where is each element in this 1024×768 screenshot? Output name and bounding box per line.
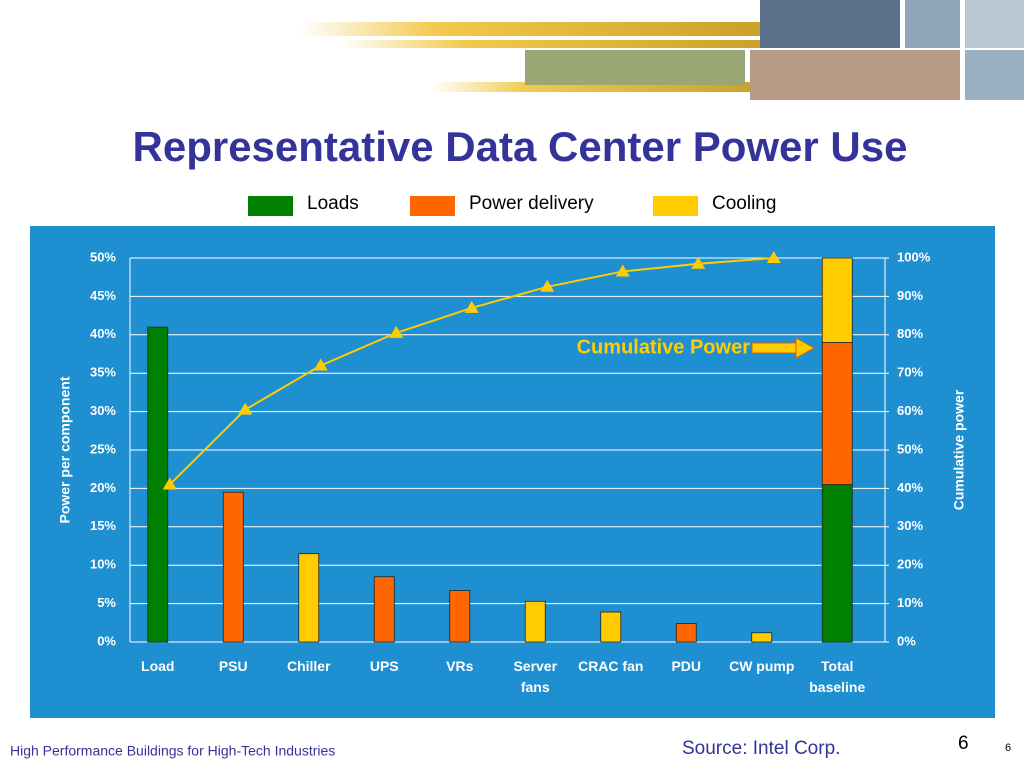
cumulative-marker (540, 279, 555, 292)
legend-swatch (248, 196, 293, 216)
slide-number: 6 (958, 733, 969, 754)
y2-tick-label: 90% (897, 288, 923, 303)
x-tick-label: CRAC fan (578, 658, 644, 674)
y-tick-label: 20% (90, 480, 116, 495)
chart-title: Representative Data Center Power Use (133, 123, 908, 170)
x-tick-label: Chiller (286, 658, 331, 674)
y2-tick-label: 70% (897, 365, 923, 380)
y-tick-label: 10% (90, 557, 116, 572)
x-tick-label: PSU (218, 658, 248, 674)
annotation: Cumulative Power (577, 336, 751, 358)
cumulative-marker (615, 264, 630, 277)
page-number: 6 (1005, 742, 1011, 754)
legend-label: Cooling (712, 193, 776, 214)
bar (751, 632, 773, 643)
y2-tick-label: 0% (897, 633, 916, 648)
x-tick-label: CW pump (729, 658, 795, 674)
legend-swatch (410, 196, 455, 216)
x-tick-label: VRs (446, 658, 474, 674)
source: Source: Intel Corp. (682, 738, 840, 759)
y2-tick-label: 80% (897, 326, 923, 341)
cumulative-marker (238, 402, 253, 415)
cumulative-marker (691, 256, 706, 269)
y-tick-label: 35% (90, 365, 116, 380)
y-tick-label: 25% (90, 441, 116, 456)
y2-tick-label: 100% (897, 249, 931, 264)
bar (373, 576, 395, 643)
y2-tick-label: 50% (897, 441, 923, 456)
x-tick-label: Load (141, 658, 175, 674)
x-tick-label: UPS (369, 658, 399, 674)
cumulative-marker (162, 477, 177, 490)
cumulative-marker (389, 325, 404, 338)
y-tick-label: 0% (97, 633, 116, 648)
y2-tick-label: 60% (897, 403, 923, 418)
y-axis-label: Power per component (57, 376, 73, 523)
bar (524, 600, 546, 643)
bar (222, 491, 244, 643)
y2-tick-label: 40% (897, 480, 923, 495)
stacked-bar-segment (821, 257, 853, 343)
cumulative-marker (766, 251, 781, 263)
y2-tick-label: 10% (897, 595, 923, 610)
x-tick-label: PDU (671, 658, 702, 674)
bar (298, 553, 320, 643)
y-tick-label: 50% (90, 249, 116, 264)
bar (600, 611, 622, 643)
annotation-arrow (751, 337, 816, 359)
header-decoration (300, 0, 1024, 100)
y-tick-label: 30% (90, 403, 116, 418)
legend-swatch (653, 196, 698, 216)
y-tick-label: 15% (90, 518, 116, 533)
x-tick-label: Total baseline (809, 658, 866, 695)
y2-tick-label: 30% (897, 518, 923, 533)
cumulative-marker (313, 358, 328, 371)
stacked-bar-segment (821, 484, 853, 643)
legend-label: Loads (307, 193, 359, 214)
bar (147, 326, 169, 643)
y2-axis-label: Cumulative power (951, 389, 967, 510)
y2-tick-label: 20% (897, 557, 923, 572)
footer-text: High Performance Buildings for High-Tech… (10, 743, 335, 759)
y-tick-label: 45% (90, 288, 116, 303)
cumulative-marker (464, 300, 479, 313)
bar (449, 590, 471, 643)
bar (675, 623, 697, 643)
legend-label: Power delivery (469, 193, 594, 214)
stacked-bar-segment (821, 342, 853, 485)
x-tick-label: Server fans (513, 658, 558, 695)
y-tick-label: 40% (90, 326, 116, 341)
y-tick-label: 5% (97, 595, 116, 610)
